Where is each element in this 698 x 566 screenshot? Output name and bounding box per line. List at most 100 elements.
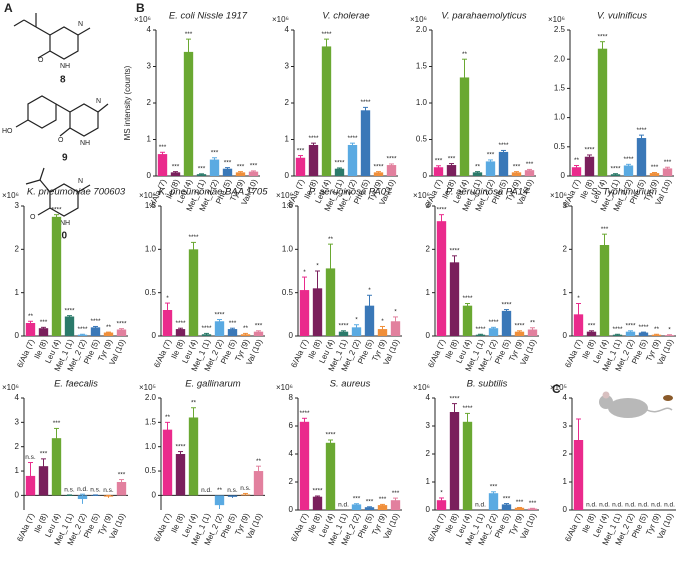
bar	[599, 245, 610, 336]
significance-label: ***	[448, 155, 456, 162]
significance-label: ***	[224, 159, 232, 166]
significance-label: ****	[64, 307, 75, 314]
atom: O	[58, 137, 64, 144]
bar	[364, 305, 375, 336]
bar	[501, 310, 512, 336]
y-tick-label: 6	[289, 421, 294, 430]
significance-label: n.d.	[201, 487, 212, 494]
y-tick-label: 4	[426, 393, 431, 402]
chart-title: E. gallinarum	[185, 379, 241, 390]
significance-label: n.d.	[338, 502, 349, 509]
chart-title: P. aeruginosa PA14	[446, 187, 529, 198]
bar	[253, 331, 264, 336]
significance-label: ***	[529, 500, 537, 507]
significance-label: ***	[490, 484, 498, 491]
significance-label: ****	[514, 323, 525, 330]
bar	[188, 417, 199, 496]
y-tick-label: 0	[423, 171, 428, 180]
significance-label: *	[394, 309, 397, 316]
scale-label: ×10⁶	[550, 191, 567, 200]
bar	[312, 496, 323, 510]
bar	[485, 161, 496, 176]
significance-label: **	[256, 458, 262, 465]
bar	[51, 216, 62, 336]
significance-label: **	[243, 325, 249, 332]
scale-label: ×10⁶	[413, 191, 430, 200]
significance-label: n.d.	[475, 502, 486, 509]
bar	[377, 505, 388, 510]
significance-label: ****	[498, 142, 509, 149]
y-tick-label: 2	[15, 442, 20, 451]
bar	[472, 172, 483, 176]
y-tick-label: 1	[563, 288, 568, 297]
y-tick-label: 0.5	[554, 142, 566, 151]
significance-label: *	[166, 295, 169, 302]
significance-label: ****	[77, 326, 88, 333]
significance-label: ****	[436, 206, 447, 213]
bar	[386, 165, 397, 176]
significance-label: ***	[435, 157, 443, 164]
significance-label: ****	[360, 99, 371, 106]
bar	[222, 168, 233, 176]
y-tick-label: 3	[563, 421, 568, 430]
significance-label: ***	[40, 319, 48, 326]
scale-label: ×10⁵	[550, 383, 567, 392]
panel-label: C	[552, 382, 561, 396]
bar	[196, 174, 207, 176]
bar	[488, 493, 499, 510]
bar	[610, 174, 621, 176]
y-tick-label: 0.5	[416, 135, 428, 144]
y-tick-label: 0	[289, 331, 294, 340]
significance-label: ****	[584, 147, 595, 154]
bar	[514, 331, 525, 336]
y-tick-label: 1	[563, 477, 568, 486]
chart-title: P. aeruginosa PA01	[309, 187, 392, 198]
chart-title: B. subtilis	[467, 379, 508, 390]
bar	[475, 334, 486, 336]
bar	[662, 168, 673, 176]
y-tick-label: 8	[289, 393, 294, 402]
y-tick-label: 1.0	[145, 442, 157, 451]
y-tick-label: 1.5	[145, 201, 157, 210]
bar	[77, 334, 88, 336]
significance-label: ***	[526, 161, 534, 168]
significance-label: ****	[449, 395, 460, 402]
y-axis-label: MS intensity (counts)	[123, 65, 132, 140]
scale-label: ×10⁶	[410, 15, 427, 24]
y-tick-label: 1.0	[416, 98, 428, 107]
significance-label: ***	[487, 152, 495, 159]
bar	[248, 171, 259, 176]
significance-label: n.s.	[227, 487, 238, 494]
bar	[501, 504, 512, 510]
y-tick-label: 3	[15, 201, 20, 210]
y-tick-label: 1.5	[282, 201, 294, 210]
y-tick-label: 4	[285, 25, 290, 34]
chart-title: V. parahaemolyticus	[441, 11, 527, 22]
significance-label: **	[106, 324, 112, 331]
significance-label: ****	[475, 326, 486, 333]
significance-label: n.d.	[651, 502, 662, 509]
significance-label: n.d.	[586, 502, 597, 509]
y-tick-label: 0	[147, 171, 152, 180]
significance-label: ***	[237, 163, 245, 170]
bar	[449, 412, 460, 510]
y-tick-label: 0	[289, 505, 294, 514]
y-tick-label: 0	[15, 331, 20, 340]
significance-label: ****	[449, 248, 460, 255]
significance-label: n.d.	[664, 502, 675, 509]
significance-label: ***	[211, 149, 219, 156]
significance-label: ****	[488, 319, 499, 326]
y-tick-label: 1.5	[554, 84, 566, 93]
significance-label: ***	[379, 496, 387, 503]
significance-label: ****	[214, 311, 225, 318]
y-tick-label: 3	[15, 417, 20, 426]
significance-label: ***	[53, 420, 61, 427]
bar	[511, 172, 522, 176]
bar	[573, 440, 584, 510]
bar	[51, 438, 62, 496]
bar	[116, 329, 127, 336]
significance-label: **	[165, 414, 171, 421]
bar	[162, 310, 173, 336]
significance-label: ***	[118, 471, 126, 478]
